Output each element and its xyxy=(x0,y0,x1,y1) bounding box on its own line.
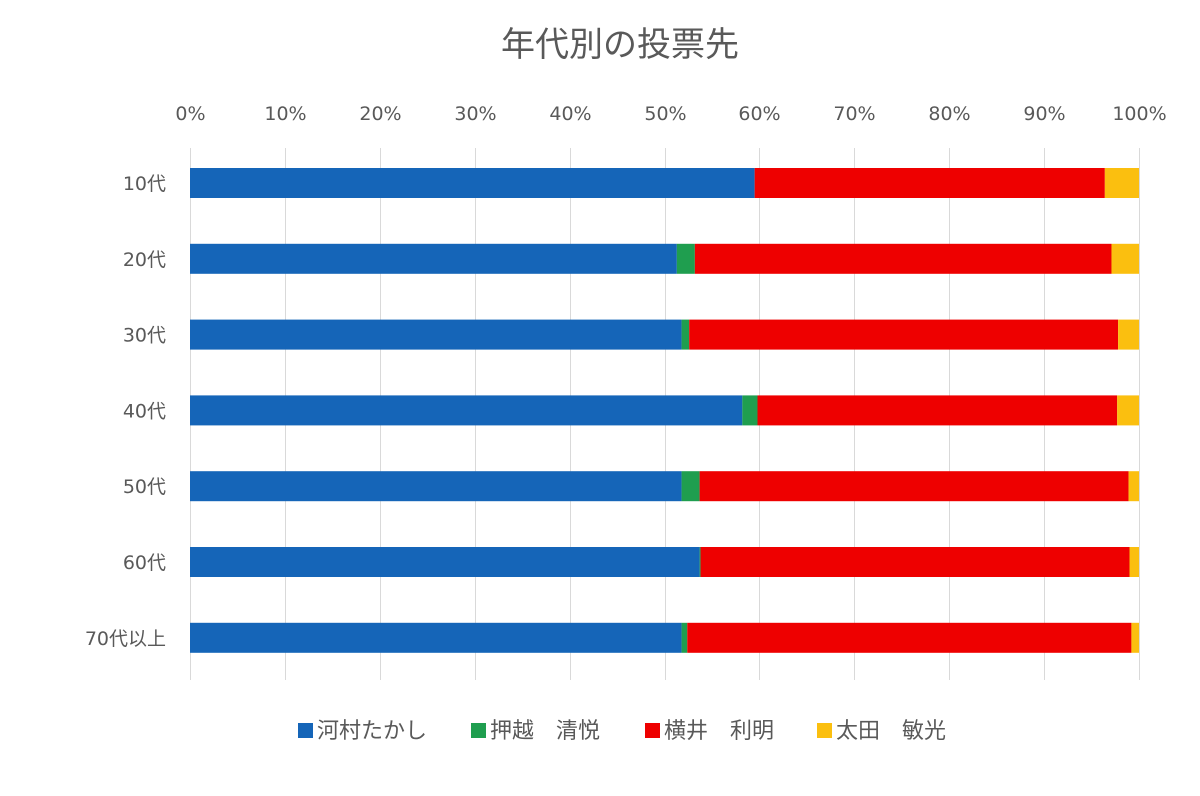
category-label: 40代 xyxy=(123,400,166,422)
category-label: 70代以上 xyxy=(85,628,166,650)
x-tick-label: 90% xyxy=(1023,103,1065,125)
legend-label: 太田 敏光 xyxy=(836,719,946,744)
bar-segment xyxy=(1128,471,1139,502)
x-tick-label: 20% xyxy=(359,103,401,125)
bar-segment xyxy=(190,622,682,653)
legend-label: 横井 利明 xyxy=(664,719,774,744)
chart-title: 年代別の投票先 xyxy=(501,25,739,65)
bar-segment xyxy=(676,243,695,274)
bar-segment xyxy=(699,471,1129,502)
bar-segment xyxy=(190,395,743,426)
legend-item: 押越 清悦 xyxy=(471,719,600,744)
legend-swatch xyxy=(645,723,660,738)
legend-swatch xyxy=(298,723,313,738)
x-tick-label: 30% xyxy=(454,103,496,125)
bar-segment xyxy=(687,622,1132,653)
bar-segment xyxy=(190,168,755,198)
category-label: 10代 xyxy=(123,173,166,195)
bar-segment xyxy=(1111,243,1139,274)
category-label: 60代 xyxy=(123,552,166,574)
x-tick-label: 0% xyxy=(175,103,205,125)
legend-label: 河村たかし xyxy=(317,719,427,744)
legend-label: 押越 清悦 xyxy=(490,719,600,744)
x-tick-label: 10% xyxy=(264,103,306,125)
legend: 河村たかし 押越 清悦 横井 利明 太田 敏光 xyxy=(298,719,946,744)
category-label: 30代 xyxy=(123,325,166,347)
x-tick-label: 40% xyxy=(549,103,591,125)
x-axis-ticks: 0% 10% 20% 30% 40% 50% 60% 70% 80% 90% 100% xyxy=(175,103,1166,125)
category-label: 50代 xyxy=(123,476,166,498)
bar-segment xyxy=(681,622,688,653)
bar-segment xyxy=(699,547,701,577)
legend-swatch xyxy=(471,723,486,738)
bar-segment xyxy=(190,243,677,274)
bar-segment xyxy=(1117,395,1139,426)
x-tick-label: 80% xyxy=(928,103,970,125)
bar-segment xyxy=(190,547,700,577)
x-tick-label: 70% xyxy=(833,103,875,125)
category-labels: 10代 20代 30代 40代 50代 60代 70代以上 xyxy=(85,173,166,650)
bar-segment xyxy=(190,319,682,350)
bars xyxy=(190,168,1139,653)
bar-segment xyxy=(694,243,1112,274)
category-label: 20代 xyxy=(123,249,166,271)
legend-item: 太田 敏光 xyxy=(817,719,946,744)
bar-segment xyxy=(742,395,758,426)
x-tick-label: 50% xyxy=(644,103,686,125)
bar-segment xyxy=(689,319,1119,350)
bar-segment xyxy=(681,319,690,350)
legend-swatch xyxy=(817,723,832,738)
bar-segment xyxy=(1118,319,1139,350)
legend-item: 横井 利明 xyxy=(645,719,774,744)
bar-segment xyxy=(757,395,1118,426)
bar-segment xyxy=(754,168,1105,198)
x-tick-label: 100% xyxy=(1112,103,1166,125)
bar-segment xyxy=(1131,622,1139,653)
bar-segment xyxy=(681,471,700,502)
x-tick-label: 60% xyxy=(738,103,780,125)
bar-segment xyxy=(1104,168,1139,198)
bar-segment xyxy=(1129,547,1139,577)
bar-segment xyxy=(190,471,682,502)
bar-segment xyxy=(700,547,1130,577)
legend-item: 河村たかし xyxy=(298,719,427,744)
